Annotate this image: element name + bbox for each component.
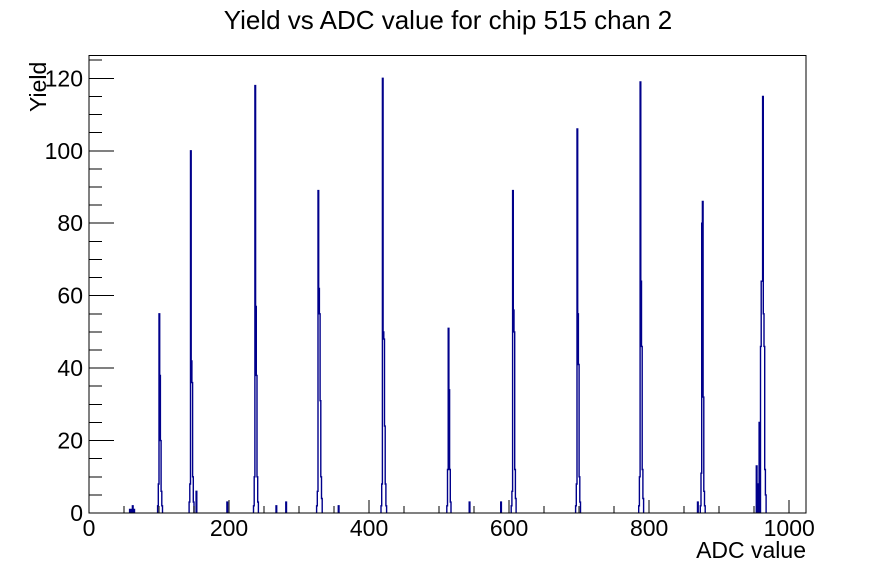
- y-tick-label: 40: [57, 355, 83, 381]
- x-tick-label: 0: [83, 515, 96, 541]
- x-tick-label: 800: [630, 515, 668, 541]
- x-tick-label: 1000: [764, 515, 815, 541]
- y-tick-label: 0: [70, 500, 83, 526]
- histogram-path: [128, 77, 767, 513]
- y-tick-label: 100: [45, 138, 83, 164]
- y-tick-label: 20: [57, 428, 83, 454]
- x-tick-label: 200: [210, 515, 248, 541]
- chart-title: Yield vs ADC value for chip 515 chan 2: [223, 5, 673, 35]
- y-tick-label: 80: [57, 210, 83, 236]
- y-tick-label: 120: [45, 65, 83, 91]
- y-axis-title: Yield: [25, 61, 51, 112]
- plot-frame: [88, 55, 807, 514]
- x-tick-label: 600: [490, 515, 528, 541]
- x-tick-label: 400: [350, 515, 388, 541]
- y-tick-label: 60: [57, 283, 83, 309]
- x-axis-title: ADC value: [696, 537, 806, 563]
